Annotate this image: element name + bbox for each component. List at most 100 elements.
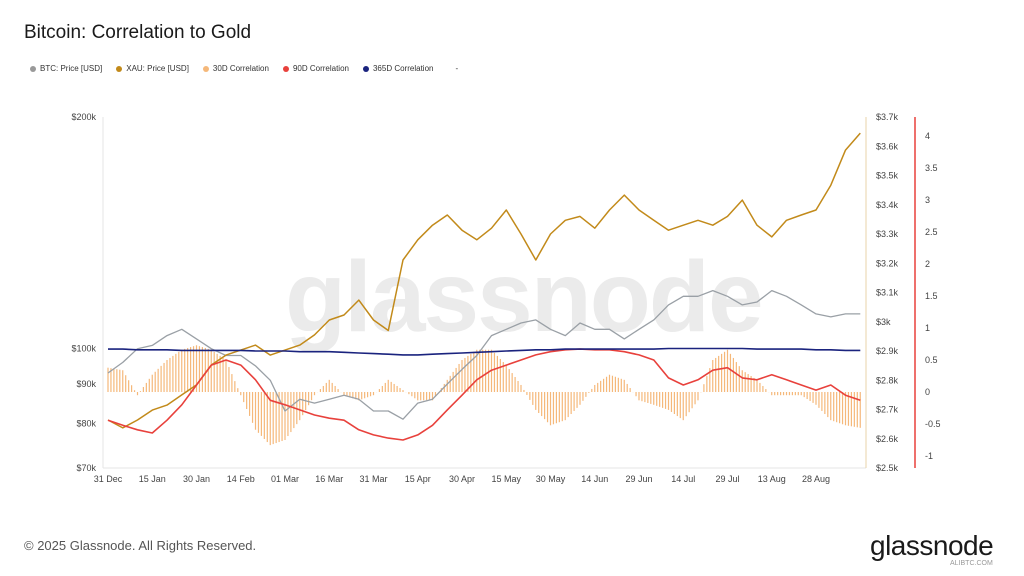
corr-30d-bar xyxy=(470,353,472,392)
corr-30d-bar xyxy=(608,374,611,392)
legend-dot-icon xyxy=(282,65,289,72)
corr-365d-line xyxy=(108,347,861,356)
legend-dot-icon xyxy=(116,65,123,72)
corr-30d-bar xyxy=(190,347,192,392)
corr-30d-bar xyxy=(791,392,793,396)
corr-30d-bar xyxy=(493,352,496,392)
corr-30d-bar xyxy=(240,392,242,396)
corr-30d-bar xyxy=(479,349,481,392)
corr-30d-bar xyxy=(198,346,201,392)
x-tick-label: 30 Jan xyxy=(183,474,210,484)
corr-30d-bar xyxy=(538,392,540,413)
corr-30d-bar xyxy=(446,379,448,392)
corr-30d-bar xyxy=(673,392,675,415)
corr-30d-bar xyxy=(647,392,649,404)
corr-30d-bar xyxy=(818,392,820,408)
corr-30d-bar xyxy=(797,392,799,396)
legend-label: 90D Correlation xyxy=(292,64,349,73)
corr-30d-bar xyxy=(378,389,380,392)
corr-30d-bar xyxy=(579,392,581,405)
legend-label: 365D Correlation xyxy=(372,64,434,73)
corr-30d-bar xyxy=(496,355,498,392)
corr-30d-bar xyxy=(175,353,177,392)
corr-30d-bar xyxy=(310,392,313,401)
corr-30d-bar xyxy=(585,392,587,397)
corr-30d-bar xyxy=(181,349,183,392)
corr-30d-bar xyxy=(535,392,537,410)
legend-label: - xyxy=(455,64,459,73)
corr-30d-bar xyxy=(841,392,844,425)
corr-30d-bar xyxy=(148,378,150,392)
legend-dot-icon xyxy=(202,65,209,72)
x-tick-label: 14 Jul xyxy=(671,474,695,484)
corr-30d-bar xyxy=(573,392,575,411)
legend-item-30d[interactable]: 30D Correlation xyxy=(202,64,269,73)
corr-30d-bar xyxy=(856,392,858,428)
corr-30d-bar xyxy=(284,392,286,440)
corr-30d-bar xyxy=(243,392,245,403)
corr-30d-bar xyxy=(859,392,861,428)
corr-30d-bar xyxy=(803,392,805,398)
corr-30d-bar xyxy=(369,392,372,397)
x-tick-label: 31 Dec xyxy=(94,474,123,484)
corr-30d-bar xyxy=(712,360,714,392)
corr-30d-bar xyxy=(750,376,752,392)
corr-30d-bar xyxy=(561,392,563,422)
corr-30d-bar xyxy=(192,346,195,392)
xau-tick-label: $3k xyxy=(876,317,891,327)
x-tick-label: 15 May xyxy=(491,474,521,484)
corr-30d-bar xyxy=(626,383,628,392)
corr-tick-label: 1 xyxy=(925,323,930,333)
legend-item-extra[interactable]: - xyxy=(455,64,458,73)
corr-30d-bar xyxy=(455,367,457,392)
corr-30d-bar xyxy=(794,392,796,396)
corr-tick-label: 2.5 xyxy=(925,227,938,237)
corr-30d-bar xyxy=(195,345,198,392)
corr-30d-bar xyxy=(806,392,808,400)
corr-30d-bar xyxy=(847,392,850,426)
corr-30d-bar xyxy=(131,385,133,392)
btc-tick-label: $100k xyxy=(71,344,96,354)
corr-30d-bar xyxy=(461,360,463,392)
corr-30d-bar xyxy=(541,392,543,417)
corr-30d-bar xyxy=(402,390,404,392)
legend-item-90d[interactable]: 90D Correlation xyxy=(282,64,349,73)
corr-30d-bar xyxy=(290,392,292,433)
corr-30d-bar xyxy=(308,392,310,406)
corr-30d-bar xyxy=(718,355,720,392)
corr-30d-bar xyxy=(275,392,277,444)
xau-tick-label: $2.7k xyxy=(876,405,899,415)
corr-30d-bar xyxy=(824,392,826,415)
corr-30d-bar xyxy=(337,389,339,392)
corr-30d-bar xyxy=(210,349,212,392)
corr-30d-bar xyxy=(638,392,640,401)
corr-30d-bar xyxy=(364,392,366,399)
corr-30d-bar xyxy=(423,392,425,401)
legend-item-btc[interactable]: BTC: Price [USD] xyxy=(30,64,102,73)
corr-30d-bar xyxy=(381,385,383,392)
corr-30d-bar xyxy=(234,381,236,392)
corr-tick-label: 3.5 xyxy=(925,163,938,173)
corr-30d-bar xyxy=(136,392,139,396)
legend-label: BTC: Price [USD] xyxy=(40,64,103,73)
corr-30d-bar xyxy=(499,358,501,392)
corr-30d-bar xyxy=(125,375,127,392)
corr-30d-bar xyxy=(644,392,646,403)
corr-30d-bar xyxy=(408,392,410,395)
legend-item-xau[interactable]: XAU: Price [USD] xyxy=(116,64,189,73)
corr-30d-bar xyxy=(709,368,711,392)
corr-30d-bar xyxy=(116,369,118,392)
corr-90d-line xyxy=(107,348,861,441)
corr-30d-bar xyxy=(411,392,413,397)
corr-30d-bar xyxy=(163,362,165,392)
legend-item-365d[interactable]: 365D Correlation xyxy=(362,64,434,73)
corr-30d-bar xyxy=(414,392,416,399)
corr-30d-bar xyxy=(449,375,451,392)
corr-30d-bar xyxy=(508,369,510,392)
corr-30d-bar xyxy=(266,392,268,443)
corr-30d-bar xyxy=(777,392,779,396)
corr-30d-bar xyxy=(231,374,233,392)
corr-30d-bar xyxy=(564,392,566,421)
corr-30d-bar xyxy=(780,392,782,396)
watermark: glassnode xyxy=(285,241,764,353)
